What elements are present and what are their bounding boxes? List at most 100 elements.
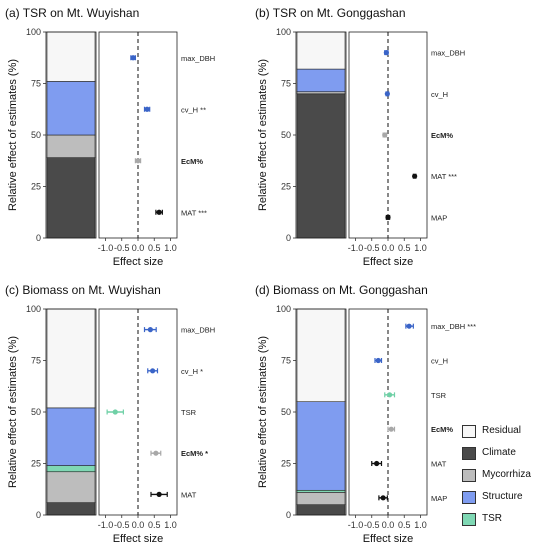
predictor-label: MAP	[431, 213, 447, 222]
x-tick-label: -1.0	[98, 243, 114, 253]
y-tick-label: 50	[31, 407, 41, 417]
panel-d: (d) Biomass on Mt. Gonggashan Relative ef…	[255, 283, 476, 545]
estimate-point	[156, 209, 162, 215]
x-tick-label: 0.5	[398, 520, 411, 530]
y-tick-label: 100	[276, 304, 291, 314]
stack-segment-residual	[296, 31, 346, 70]
estimate-point	[406, 323, 412, 329]
x-tick-label: 1.0	[164, 243, 177, 253]
x-tick-label: -0.5	[114, 520, 130, 530]
y-tick-label: 25	[31, 182, 41, 192]
y-tick-label: 0	[286, 510, 291, 520]
y-tick-label: 25	[281, 459, 291, 469]
bar-panel-frame	[45, 308, 97, 516]
panel-a: (a) TSR on Mt. Wuyishan Relative effect o…	[5, 6, 215, 268]
estimate-point	[144, 106, 150, 112]
y-axis-label: Relative effect of estimates (%)	[257, 336, 269, 488]
estimate-point	[385, 214, 391, 220]
stack-segment-climate	[296, 93, 346, 239]
x-tick-label: -1.0	[98, 520, 114, 530]
y-tick-label: 25	[31, 459, 41, 469]
x-tick-label: -0.5	[114, 243, 130, 253]
legend-label-mycorrhiza: Mycorrhiza	[482, 469, 531, 480]
x-tick-label: 0.0	[132, 520, 145, 530]
stack-segment-structure	[296, 68, 346, 93]
panel-title: (a) TSR on Mt. Wuyishan	[5, 6, 139, 20]
x-tick-label: 0.5	[148, 243, 161, 253]
x-axis-label: Effect size	[113, 533, 164, 545]
y-tick-label: 50	[31, 130, 41, 140]
stack-segment-residual	[46, 308, 96, 409]
legend-swatch-tsr	[462, 513, 476, 526]
panel-title: (b) TSR on Mt. Gonggashan	[255, 6, 406, 20]
estimate-point	[150, 368, 156, 374]
estimate-point	[130, 55, 136, 61]
y-tick-label: 100	[276, 27, 291, 37]
stack-segment-climate	[46, 157, 96, 239]
x-tick-label: 0.0	[382, 243, 395, 253]
predictor-label: cv_H *	[181, 367, 203, 376]
estimate-point	[412, 173, 418, 179]
y-axis-label: Relative effect of estimates (%)	[257, 59, 269, 211]
predictor-label: TSR	[431, 391, 447, 400]
legend: Residual Climate Mycorrhiza Structure TS…	[462, 423, 542, 545]
predictor-label: cv_H **	[181, 105, 206, 114]
panel-title: (c) Biomass on Mt. Wuyishan	[5, 283, 161, 297]
predictor-label: MAT ***	[181, 208, 207, 217]
bar-panel-frame	[295, 31, 347, 239]
y-tick-label: 25	[281, 182, 291, 192]
legend-swatch-structure	[462, 491, 476, 504]
estimate-point	[375, 357, 381, 364]
panel-c: (c) Biomass on Mt. Wuyishan Relative effe…	[5, 283, 215, 545]
panel-title: (d) Biomass on Mt. Gonggashan	[255, 283, 428, 297]
x-tick-label: 0.5	[398, 243, 411, 253]
x-tick-label: 1.0	[414, 243, 427, 253]
stack-segment-mycorrhiza	[46, 134, 96, 158]
legend-label-tsr: TSR	[482, 513, 502, 524]
predictor-label: max_DBH ***	[431, 322, 476, 331]
stack-segment-climate	[46, 502, 96, 516]
x-tick-label: -0.5	[364, 243, 380, 253]
y-tick-label: 0	[36, 510, 41, 520]
x-axis-label: Effect size	[363, 256, 414, 268]
bar-panel-frame	[45, 31, 97, 239]
estimate-point	[387, 392, 393, 398]
panel-b: (b) TSR on Mt. Gonggashan Relative effect…	[255, 6, 465, 268]
y-axis-label: Relative effect of estimates (%)	[7, 336, 19, 488]
predictor-label: MAP	[431, 494, 447, 503]
estimate-point	[384, 91, 390, 97]
y-tick-label: 0	[36, 233, 41, 243]
x-tick-label: 0.5	[148, 520, 161, 530]
x-tick-label: 1.0	[414, 520, 427, 530]
bar-panel-frame	[295, 308, 347, 516]
legend-label-climate: Climate	[482, 447, 516, 458]
predictor-label: cv_H	[431, 90, 448, 99]
estimate-point	[382, 132, 388, 138]
estimate-point	[388, 426, 394, 432]
x-tick-label: 1.0	[164, 520, 177, 530]
estimate-point	[380, 495, 386, 501]
y-tick-label: 50	[281, 130, 291, 140]
estimate-point	[153, 450, 159, 456]
x-tick-label: 0.0	[132, 243, 145, 253]
stack-segment-mycorrhiza	[296, 91, 346, 95]
stack-segment-residual	[296, 308, 346, 402]
predictor-label: EcM%	[181, 157, 203, 166]
y-tick-label: 0	[286, 233, 291, 243]
stack-segment-residual	[46, 31, 96, 82]
predictor-label: EcM%	[431, 425, 453, 434]
predictor-label: TSR	[181, 408, 197, 417]
stack-segment-structure	[46, 407, 96, 466]
predictor-label: max_DBH	[181, 326, 215, 335]
legend-label-residual: Residual	[482, 425, 521, 436]
stack-segment-structure	[46, 81, 96, 136]
x-axis-label: Effect size	[113, 256, 164, 268]
x-tick-label: -0.5	[364, 520, 380, 530]
legend-swatch-climate	[462, 447, 476, 460]
stack-segment-mycorrhiza	[296, 492, 346, 505]
y-tick-label: 75	[31, 356, 41, 366]
x-tick-label: -1.0	[348, 520, 364, 530]
predictor-label: max_DBH	[181, 54, 215, 63]
estimate-point	[135, 158, 141, 164]
